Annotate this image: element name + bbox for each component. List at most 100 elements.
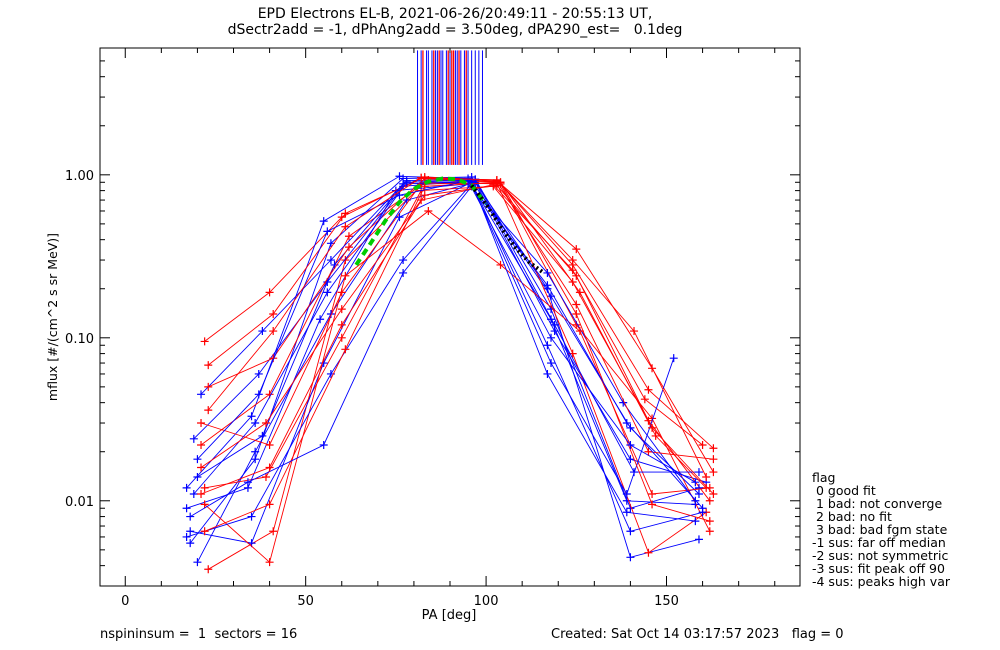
data-point bbox=[572, 245, 581, 254]
series-line bbox=[189, 185, 703, 517]
series-line bbox=[204, 177, 714, 449]
legend-entry: -4 sus: peaks high var bbox=[812, 574, 951, 589]
data-point bbox=[543, 341, 552, 350]
data-point bbox=[247, 412, 256, 421]
data-point bbox=[691, 517, 700, 526]
data-point bbox=[337, 305, 346, 314]
data-point bbox=[709, 468, 718, 477]
data-point bbox=[265, 500, 274, 509]
y-tick-label: 1.00 bbox=[65, 169, 94, 184]
data-point bbox=[323, 288, 332, 297]
data-point bbox=[337, 333, 346, 342]
data-point bbox=[197, 419, 206, 428]
legend-entry: 2 bad: no fit bbox=[812, 509, 892, 524]
data-point bbox=[200, 483, 209, 492]
data-point bbox=[251, 447, 260, 456]
y-axis-label: mflux [#/(cm^2 s sr MeV)] bbox=[45, 233, 60, 401]
data-point bbox=[622, 419, 631, 428]
fit-curves bbox=[354, 176, 545, 275]
data-point bbox=[258, 431, 267, 440]
series-line bbox=[190, 181, 703, 544]
data-point bbox=[698, 504, 707, 513]
data-point bbox=[323, 227, 332, 236]
data-point bbox=[420, 191, 429, 200]
series-line bbox=[207, 177, 707, 478]
data-point bbox=[543, 268, 552, 277]
data-point bbox=[709, 490, 718, 499]
data-point bbox=[630, 327, 639, 336]
data-point bbox=[197, 490, 206, 499]
axes: 0 50 100 150 0.01 0.10 1.00 bbox=[65, 47, 800, 609]
data-point bbox=[568, 277, 577, 286]
series-line bbox=[200, 182, 707, 554]
data-point bbox=[626, 423, 635, 432]
data-point bbox=[265, 440, 274, 449]
data-point bbox=[243, 478, 252, 487]
data-point bbox=[258, 327, 267, 336]
data-point bbox=[204, 406, 213, 415]
data-point bbox=[575, 327, 584, 336]
data-point bbox=[492, 181, 501, 190]
data-point bbox=[337, 320, 346, 329]
data-point bbox=[694, 468, 703, 477]
data-point bbox=[341, 209, 350, 218]
data-point bbox=[698, 440, 707, 449]
series-line bbox=[207, 176, 714, 473]
data-point bbox=[669, 354, 678, 363]
data-point bbox=[341, 271, 350, 280]
data-point bbox=[648, 490, 657, 499]
data-point bbox=[265, 463, 274, 472]
data-point bbox=[399, 256, 408, 265]
data-point bbox=[182, 483, 191, 492]
data-point bbox=[265, 558, 274, 567]
data-point bbox=[709, 455, 718, 464]
data-point bbox=[247, 512, 256, 521]
data-point bbox=[197, 463, 206, 472]
footer-left: nspininsum = 1 sectors = 16 bbox=[100, 627, 298, 642]
series-line bbox=[186, 183, 696, 509]
data-point bbox=[644, 548, 653, 557]
data-point bbox=[496, 260, 505, 269]
data-point bbox=[337, 213, 346, 222]
series-line bbox=[204, 210, 710, 564]
rug-lines bbox=[417, 50, 483, 165]
x-axis-label: PA [deg] bbox=[422, 608, 477, 623]
series-line bbox=[200, 184, 703, 468]
data-point bbox=[640, 395, 649, 404]
data-point bbox=[186, 539, 195, 548]
data-point bbox=[251, 455, 260, 464]
data-point bbox=[204, 382, 213, 391]
data-point bbox=[702, 472, 711, 481]
data-point bbox=[402, 178, 411, 187]
data-point bbox=[644, 447, 653, 456]
data-point bbox=[269, 309, 278, 318]
legend-heading: flag bbox=[812, 470, 836, 485]
data-point bbox=[269, 527, 278, 536]
data-point bbox=[572, 309, 581, 318]
data-point bbox=[568, 256, 577, 265]
data-point bbox=[261, 472, 270, 481]
data-point bbox=[186, 527, 195, 536]
data-point bbox=[326, 309, 335, 318]
chart-title: EPD Electrons EL-B, 2021-06-26/20:49:11 … bbox=[257, 6, 653, 22]
series-line bbox=[197, 180, 696, 483]
data-point bbox=[572, 300, 581, 309]
data-point bbox=[626, 455, 635, 464]
data-series bbox=[182, 172, 718, 574]
data-point bbox=[547, 333, 556, 342]
data-point bbox=[550, 320, 559, 329]
data-point bbox=[694, 535, 703, 544]
data-point bbox=[197, 440, 206, 449]
data-point bbox=[622, 490, 631, 499]
series-line bbox=[197, 178, 700, 509]
data-point bbox=[648, 423, 657, 432]
y-tick-label: 0.10 bbox=[65, 332, 94, 347]
legend-entry: -2 sus: not symmetric bbox=[812, 548, 949, 563]
data-point bbox=[572, 271, 581, 280]
data-point bbox=[326, 256, 335, 265]
data-point bbox=[319, 217, 328, 226]
data-point bbox=[420, 174, 429, 183]
data-point bbox=[341, 345, 350, 354]
data-point bbox=[197, 390, 206, 399]
data-point bbox=[417, 173, 426, 182]
